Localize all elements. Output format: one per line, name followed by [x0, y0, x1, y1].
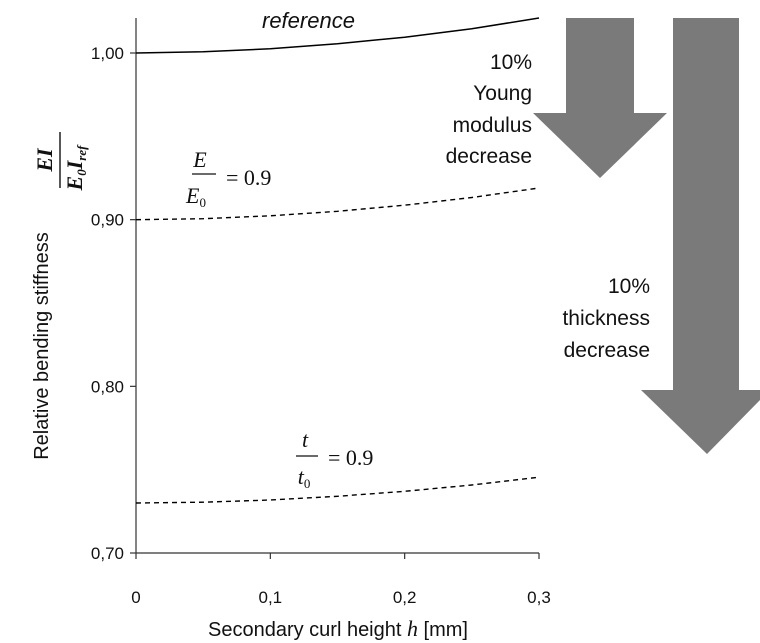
- y-tick-label: 0,80: [91, 377, 124, 396]
- annotation-thickness: 10% thickness decrease: [562, 275, 650, 362]
- y-tick-label: 0,90: [91, 211, 124, 230]
- annotation-line: 10%: [608, 275, 650, 298]
- series-line: [135, 187, 540, 221]
- formula-numerator: t: [302, 427, 309, 452]
- y-axis-title: Relative bending stiffness: [31, 232, 53, 460]
- ticks: 0,70 0,80 0,90 1,00 0 0,1 0,2 0,3: [91, 44, 551, 607]
- arrow-thickness: [641, 18, 760, 454]
- annotation-line: modulus: [453, 114, 532, 137]
- series-label-reference: reference: [262, 8, 355, 33]
- x-tick-label: 0,3: [527, 588, 551, 607]
- formula-rhs: = 0.9: [226, 165, 271, 190]
- series-line: [135, 17, 540, 54]
- series-group: [135, 17, 540, 504]
- annotation-young-modulus: 10% Young modulus decrease: [446, 51, 532, 168]
- x-axis-title: Secondary curl height h [mm]: [208, 616, 468, 641]
- svg-text:EI: EI: [32, 147, 57, 173]
- arrow-young-modulus: [533, 18, 667, 178]
- formula-denominator: E0: [185, 183, 206, 210]
- annotation-line: thickness: [562, 307, 650, 330]
- y-tick-label: 1,00: [91, 44, 124, 63]
- annotation-line: decrease: [446, 145, 532, 168]
- annotation-line: 10%: [490, 51, 532, 74]
- x-tick-label: 0,1: [259, 588, 283, 607]
- y-tick-label: 0,70: [91, 544, 124, 563]
- x-tick-label: 0: [131, 588, 140, 607]
- formula-thickness: t t0 = 0.9: [296, 427, 373, 491]
- formula-numerator: E: [192, 147, 207, 172]
- formula-young-modulus: E E0 = 0.9: [185, 147, 271, 210]
- formula-rhs: = 0.9: [328, 445, 373, 470]
- annotation-line: Young: [473, 82, 532, 105]
- svg-text:E0Iref: E0Iref: [62, 144, 89, 192]
- series-line: [135, 476, 540, 504]
- y-axis-formula: EI E0Iref: [32, 132, 89, 191]
- formula-denominator: t0: [298, 464, 311, 491]
- x-tick-label: 0,2: [393, 588, 417, 607]
- annotation-line: decrease: [564, 339, 650, 362]
- axes: [135, 18, 539, 554]
